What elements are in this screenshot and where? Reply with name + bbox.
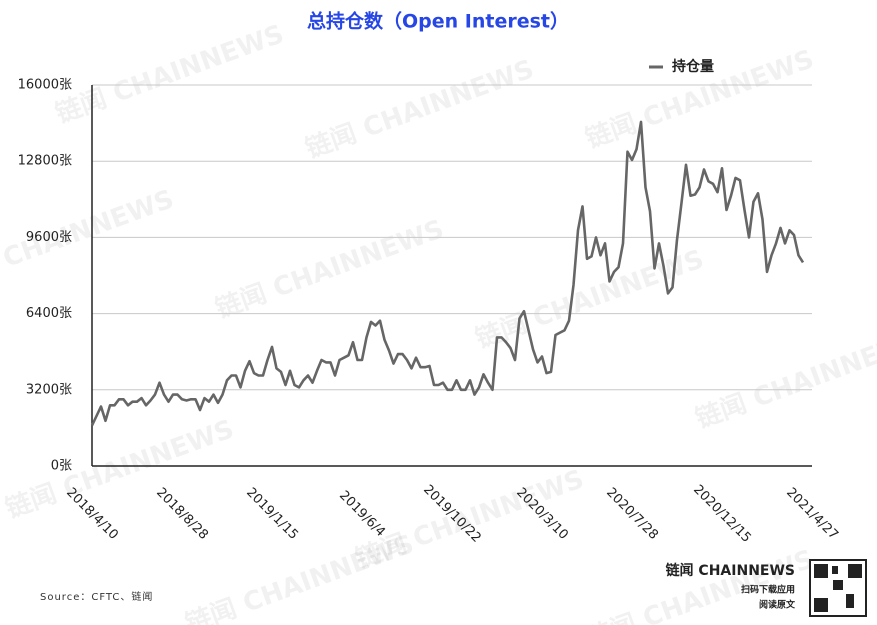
watermark: 链闻 CHAINNEWS: [51, 18, 287, 129]
chart-title: 总持仓数（Open Interest）: [307, 10, 569, 33]
x-tick-label: 2021/4/27: [783, 485, 841, 543]
brand-line1: 扫码下载应用: [741, 584, 795, 596]
x-tick-label: 2019/1/15: [243, 485, 301, 543]
brand-name: 链闻 CHAINNEWS: [666, 562, 795, 579]
watermark: 链闻 CHAINNEWS: [181, 528, 417, 625]
x-tick-label: 2020/7/28: [603, 485, 661, 543]
x-tick-label: 2019/6/4: [336, 488, 388, 540]
y-tick-label: 16000张: [18, 78, 72, 93]
y-tick-label: 6400张: [26, 306, 72, 321]
brand-line2: 阅读原文: [759, 599, 796, 611]
x-tick-label: 2020/12/15: [690, 482, 754, 546]
qr-code: [809, 559, 867, 617]
x-tick-label: 2018/8/28: [153, 485, 211, 543]
legend-label: 持仓量: [672, 58, 714, 75]
watermark: 链闻 CHAINNEWS: [211, 213, 447, 324]
watermark: 链闻 CHAINNEWS: [301, 53, 537, 164]
y-tick-label: 9600张: [26, 230, 72, 245]
y-tick-label: 0张: [51, 459, 72, 474]
watermark: 链闻 CHAINNEWS: [1, 413, 237, 524]
source: Source：CFTC、链闻: [40, 590, 153, 603]
watermark: 链闻 CHAINNEWS: [471, 243, 707, 354]
y-tick-label: 3200张: [26, 382, 72, 397]
watermark: 链闻 CHAINNEWS: [581, 543, 817, 625]
y-tick-label: 12800张: [18, 154, 72, 169]
data-line: [90, 120, 805, 427]
watermark: 链闻 CHAINNEWS: [691, 323, 877, 434]
